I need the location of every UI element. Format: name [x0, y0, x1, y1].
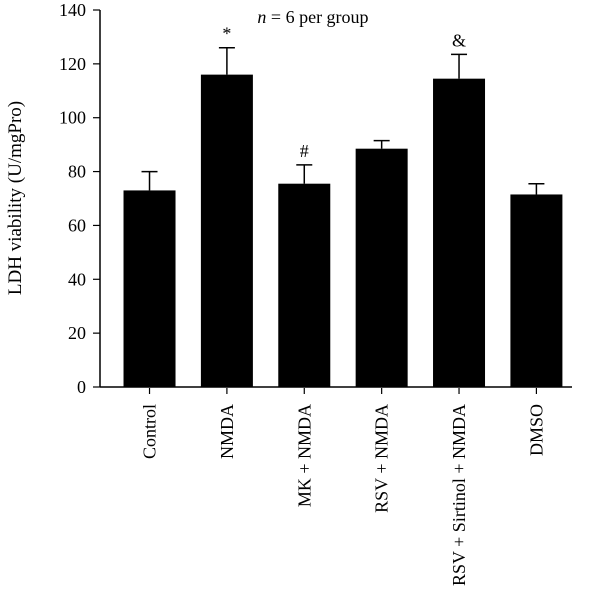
y-tick-label: 100 [59, 108, 86, 128]
bar [355, 148, 408, 387]
x-axis [100, 386, 572, 394]
y-tick-label: 80 [68, 162, 86, 182]
significance-marks: * # & [222, 24, 466, 161]
significance-mark: & [452, 30, 466, 50]
category-label: RSV + Sirtinol + NMDA [449, 404, 469, 586]
bar [278, 183, 331, 387]
bar [433, 78, 486, 388]
significance-mark: # [300, 141, 309, 161]
bar [123, 190, 176, 387]
chart-annotation: n = 6 per group [257, 7, 368, 27]
y-tick-label: 20 [68, 323, 86, 343]
bar [510, 194, 563, 387]
y-axis-title: LDH viability (U/mgPro) [5, 101, 26, 295]
y-tick-label: 140 [59, 0, 86, 20]
significance-mark: * [222, 24, 231, 44]
category-label: MK + NMDA [294, 404, 314, 507]
category-label: DMSO [526, 404, 546, 456]
category-label: NMDA [217, 404, 237, 459]
y-tick-label: 0 [77, 377, 86, 397]
y-axis: 0 20 40 60 80 100 120 140 [59, 0, 101, 397]
category-label: Control [140, 404, 160, 459]
annotation-italic: n [257, 7, 266, 27]
category-labels: Control NMDA MK + NMDA RSV + NMDA RSV + Sirt… [140, 404, 547, 586]
bar [200, 74, 253, 387]
error-bars [141, 46, 545, 195]
category-label: RSV + NMDA [372, 404, 392, 513]
annotation-rest: = 6 per group [266, 7, 368, 27]
y-tick-label: 60 [68, 215, 86, 235]
y-tick-label: 40 [68, 269, 86, 289]
bar-series [123, 74, 563, 388]
y-tick-label: 120 [59, 54, 86, 74]
